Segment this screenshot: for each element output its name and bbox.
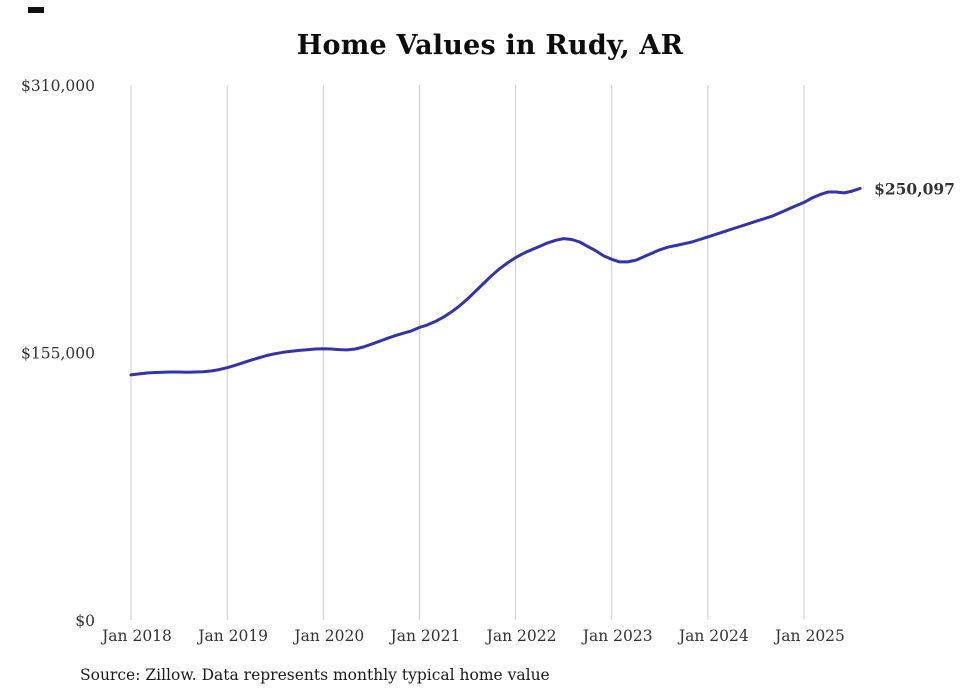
value-line bbox=[129, 186, 862, 377]
chart-title: Home Values in Rudy, AR bbox=[296, 30, 684, 61]
x-tick-label: Jan 2023 bbox=[581, 627, 653, 645]
x-tick-label: Jan 2020 bbox=[292, 627, 364, 645]
x-tick-label: Jan 2021 bbox=[389, 627, 461, 645]
y-tick-label: $0 bbox=[75, 612, 95, 630]
end-value-label: $250,097 bbox=[874, 179, 955, 198]
x-tick-label: Jan 2019 bbox=[196, 627, 268, 645]
source-note: Source: Zillow. Data represents monthly … bbox=[80, 666, 550, 684]
x-tick-label: Jan 2022 bbox=[485, 627, 557, 645]
y-tick-label: $310,000 bbox=[21, 77, 95, 95]
x-tick-label: Jan 2018 bbox=[100, 627, 172, 645]
x-tick-label: Jan 2024 bbox=[677, 627, 749, 645]
corner-mark bbox=[28, 7, 44, 13]
x-tick-label: Jan 2025 bbox=[773, 627, 845, 645]
y-tick-label: $155,000 bbox=[21, 345, 95, 363]
